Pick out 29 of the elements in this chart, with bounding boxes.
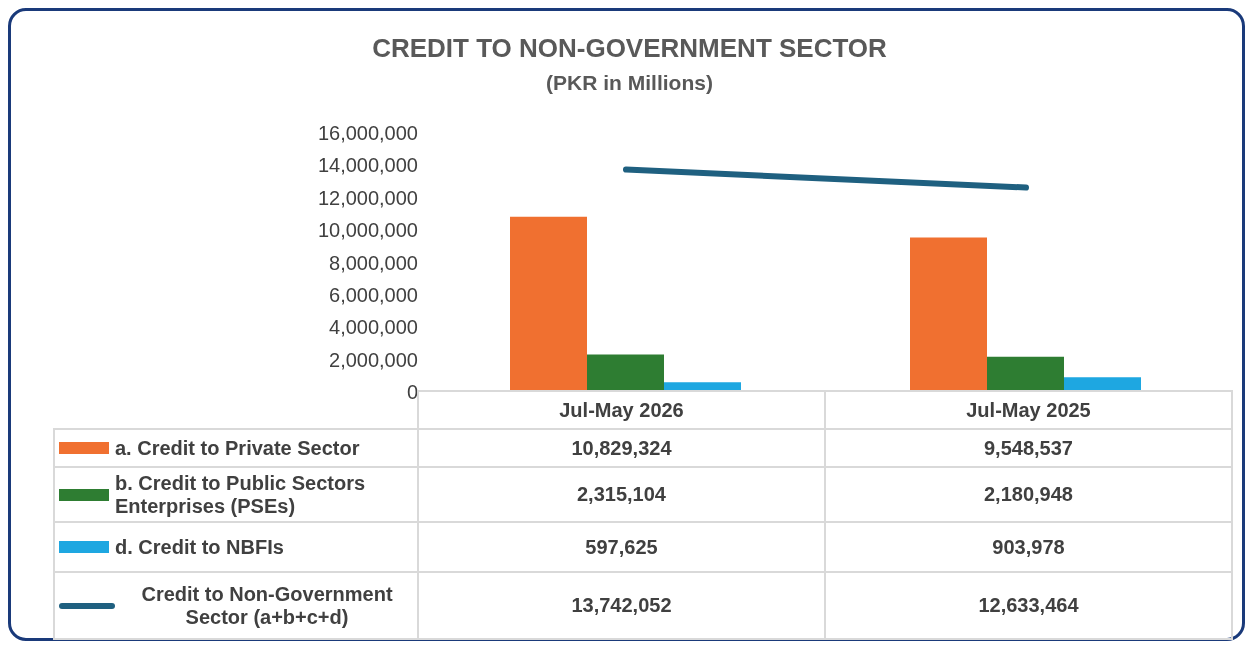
y-tick-label: 14,000,000 xyxy=(317,154,418,177)
x-tick-label: Jul-May 2025 xyxy=(825,391,1232,429)
y-tick-label: 0 xyxy=(406,381,418,404)
bar xyxy=(910,237,987,392)
bar xyxy=(987,356,1064,392)
bar xyxy=(587,354,664,392)
y-tick-label: 8,000,000 xyxy=(329,251,418,274)
data-label: 2,315,104 xyxy=(418,467,825,522)
data-label: 13,742,052 xyxy=(418,572,825,639)
y-tick-label: 12,000,000 xyxy=(317,186,418,209)
y-tick-label: 16,000,000 xyxy=(317,122,418,145)
legend-label: Credit to Non-Government Sector (a+b+c+d) xyxy=(140,582,394,629)
y-tick-label: 6,000,000 xyxy=(329,283,418,306)
data-label: 2,180,948 xyxy=(825,467,1232,522)
x-tick-label: Jul-May 2026 xyxy=(418,391,825,429)
data-label: 12,633,464 xyxy=(825,572,1232,639)
chart-title: CREDIT TO NON-GOVERNMENT SECTOR xyxy=(371,33,888,64)
bar xyxy=(510,216,587,392)
data-label: 597,625 xyxy=(418,522,825,572)
data-label: 9,548,537 xyxy=(825,429,1232,467)
data-label: 10,829,324 xyxy=(418,429,825,467)
data-label: 903,978 xyxy=(825,522,1232,572)
y-tick-label: 2,000,000 xyxy=(329,348,418,371)
legend-label: d. Credit to NBFIs xyxy=(115,535,285,559)
y-tick-label: 10,000,000 xyxy=(317,219,418,242)
legend-label: b. Credit to Public Sectors Enterprises (PSEs) xyxy=(115,471,367,518)
chart-subtitle: (PKR in Millions) xyxy=(545,71,714,95)
y-tick-label: 4,000,000 xyxy=(329,316,418,339)
legend-label: a. Credit to Private Sector xyxy=(115,436,361,460)
